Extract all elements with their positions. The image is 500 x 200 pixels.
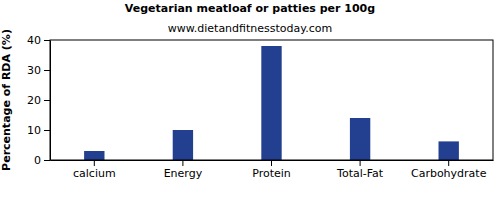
y-tick: 40 xyxy=(27,34,50,47)
x-tick-mark xyxy=(182,160,183,166)
x-tick-label: Total-Fat xyxy=(336,167,384,180)
chart: Vegetarian meatloaf or patties per 100g w… xyxy=(0,0,500,200)
plot: 0 10 20 30 40 calcium Energy Protein Total-Fat Ca… xyxy=(27,34,494,180)
y-tick: 10 xyxy=(27,124,50,137)
y-tick-label: 10 xyxy=(27,124,41,137)
bars xyxy=(84,46,459,160)
x-tick-label: Energy xyxy=(164,167,203,180)
x-tick-mark xyxy=(94,160,95,166)
x-tick: Energy xyxy=(164,160,203,180)
y-tick: 0 xyxy=(34,154,50,167)
x-tick: calcium xyxy=(73,160,116,180)
subtitle: www.dietandfitnesstoday.com xyxy=(168,22,332,35)
y-tick-mark xyxy=(44,40,50,41)
x-tick: Total-Fat xyxy=(336,160,384,180)
x-tick-label: calcium xyxy=(73,167,116,180)
y-tick-mark xyxy=(44,70,50,71)
y-tick-label: 20 xyxy=(27,94,41,107)
x-tick-mark xyxy=(448,160,449,166)
title: Vegetarian meatloaf or patties per 100g xyxy=(125,2,375,15)
x-tick-mark xyxy=(271,160,272,166)
y-tick-mark xyxy=(44,160,50,161)
x-tick-label: Carbohydrate xyxy=(411,167,487,180)
y-tick: 20 xyxy=(27,94,50,107)
bar xyxy=(173,130,193,160)
x-tick-mark xyxy=(360,160,361,166)
x-tick: Protein xyxy=(252,160,291,180)
y-tick-label: 30 xyxy=(27,64,41,77)
y-axis: 0 10 20 30 40 xyxy=(27,34,51,167)
y-tick-label: 40 xyxy=(27,34,41,47)
bar xyxy=(84,151,104,160)
bar xyxy=(261,46,281,160)
y-axis-title: Percentage of RDA (%) xyxy=(0,29,13,171)
y-tick-mark xyxy=(44,130,50,131)
bar xyxy=(439,141,459,160)
y-tick: 30 xyxy=(27,64,50,77)
y-tick-label: 0 xyxy=(34,154,41,167)
y-tick-mark xyxy=(44,100,50,101)
frame xyxy=(50,40,493,160)
bar xyxy=(350,118,370,160)
x-axis: calcium Energy Protein Total-Fat Carbohydrat… xyxy=(51,160,494,180)
x-tick-label: Protein xyxy=(252,167,291,180)
x-tick: Carbohydrate xyxy=(411,160,487,180)
